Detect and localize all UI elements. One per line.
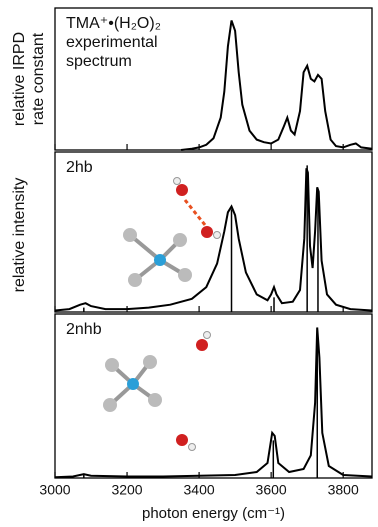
x-axis-label: photon energy (cm⁻¹) [142,505,285,522]
y-axis-label: relative IRPD [11,32,28,126]
x-tick-label: 3200 [111,482,142,498]
y-axis-label: rate constant [30,32,47,125]
x-tick-label: 3600 [256,482,287,498]
panel-label: TMA⁺•(H₂O)₂ [66,15,161,32]
spectrum-line [181,21,372,151]
y-axis-label: relative intensity [11,178,28,293]
panel-label: spectrum [66,53,132,70]
molecule-2hb [123,178,221,288]
molecule-2nhb [103,332,211,451]
spectrum-line [55,328,372,478]
chart: TMA⁺•(H₂O)₂ experimental spectrum relative … [0,0,378,527]
spectrum-line [55,168,372,310]
panel-label: 2hb [66,159,93,176]
panel-label: 2nhb [66,321,102,338]
panel-label: experimental [66,34,158,51]
x-tick-label: 3400 [184,482,215,498]
x-tick-label: 3800 [328,482,359,498]
panel-frame [55,152,372,312]
x-tick-label: 3000 [39,482,70,498]
panel-frame [55,314,372,478]
